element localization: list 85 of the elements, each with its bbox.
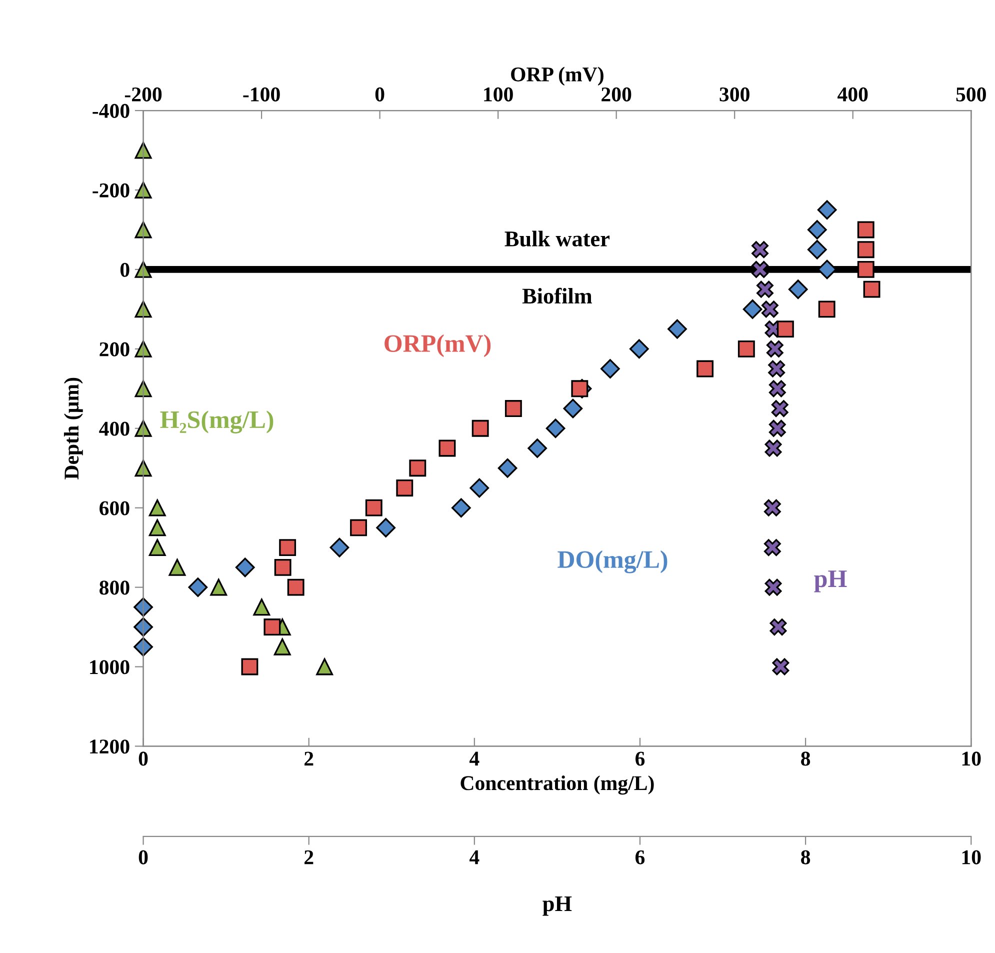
x-tick-label: 2: [304, 752, 314, 766]
point: [772, 658, 790, 676]
point: [148, 539, 166, 556]
x-tick-label: 0: [138, 752, 148, 766]
x-tick-label: 4: [469, 752, 480, 766]
point: [764, 440, 782, 457]
y-tick-label: -200: [92, 183, 130, 198]
y-axis-title: Depth (µm): [64, 378, 83, 480]
point: [134, 420, 152, 437]
point: [668, 319, 687, 339]
point: [756, 280, 774, 298]
point: [134, 340, 152, 358]
point: [629, 339, 649, 359]
point: [134, 182, 152, 198]
point: [771, 400, 788, 417]
annotation: Bulk water: [504, 230, 610, 246]
x2-tick-label: 0: [375, 87, 384, 102]
point: [235, 558, 255, 578]
point: [752, 241, 768, 258]
point: [330, 538, 350, 558]
x2-axis-title: ORP (mV): [511, 66, 604, 86]
point: [148, 499, 166, 516]
series-label: H₂S(mg/L): [160, 410, 274, 434]
y-tick-label: 400: [99, 422, 130, 436]
point: [376, 518, 396, 538]
point: [807, 220, 827, 240]
point: [470, 478, 490, 498]
y-tick-label: 1200: [90, 740, 130, 754]
x-axis-title: Concentration (mg/L): [460, 776, 654, 795]
point: [788, 280, 808, 299]
y-tick-label: 0: [120, 262, 130, 277]
point: [764, 499, 781, 516]
point: [188, 578, 208, 597]
x2-tick-label: 400: [838, 87, 868, 102]
y-tick-label: 1000: [90, 660, 130, 674]
point: [546, 418, 566, 438]
text: 10: [962, 850, 981, 864]
point: [210, 578, 228, 596]
x2-tick-label: -200: [124, 87, 162, 102]
point: [134, 260, 152, 278]
point: [768, 380, 786, 398]
x2-tick-label: 200: [602, 87, 632, 102]
point: [253, 598, 270, 616]
x2-tick-label: 100: [484, 87, 513, 102]
y-tick-label: 600: [100, 501, 130, 516]
point: [600, 359, 620, 378]
x2-tick-label: 500: [956, 87, 986, 102]
point: [766, 340, 784, 358]
x-tick-label: 10: [962, 752, 981, 766]
point: [752, 260, 768, 278]
series-label: ORP(mV): [384, 334, 491, 358]
point: [761, 300, 778, 318]
y-tick-label: 200: [100, 342, 130, 356]
text: 0: [138, 850, 148, 864]
text: 8: [801, 850, 810, 864]
text: 2: [304, 850, 314, 864]
point: [807, 240, 827, 260]
x2-tick-label: 300: [720, 87, 750, 102]
x-tick-label: 6: [635, 752, 645, 766]
y-tick-label: 800: [100, 580, 130, 595]
point: [768, 420, 786, 437]
point: [168, 558, 186, 576]
x-tick-label: 8: [801, 752, 810, 766]
text: pH: [542, 896, 572, 916]
point: [764, 578, 782, 596]
point: [563, 398, 583, 418]
point: [768, 360, 786, 378]
series-label: pH: [814, 570, 847, 592]
point: [148, 519, 166, 536]
y-tick-label: -400: [92, 104, 130, 118]
text: 4: [469, 850, 480, 864]
annotation: Biofilm: [522, 288, 592, 304]
point: [274, 638, 291, 656]
point: [528, 438, 548, 458]
point: [764, 539, 781, 556]
point: [316, 658, 334, 676]
point: [742, 300, 762, 319]
x2-tick-label: -100: [243, 87, 280, 102]
point: [451, 498, 471, 518]
point: [817, 200, 837, 220]
text: 6: [635, 850, 645, 864]
point: [498, 458, 518, 478]
point: [817, 260, 837, 280]
text: DO(mg/L): [558, 550, 668, 574]
point: [770, 618, 787, 636]
